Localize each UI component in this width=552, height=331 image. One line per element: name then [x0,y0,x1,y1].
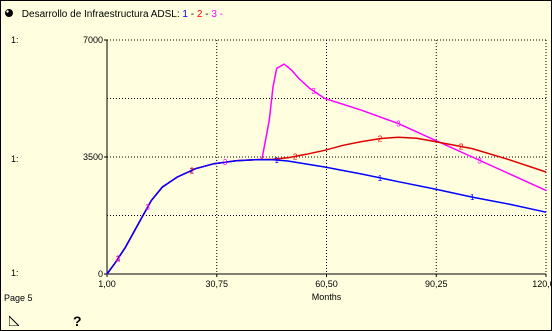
page-label: Page 5 [4,293,33,303]
y-tick-label: 0 [98,269,103,279]
title-series-1: 1 [182,9,188,20]
series-2-marker: 2 [378,135,383,144]
title-prefix: Desarrollo de Infraestructura ADSL: [21,9,180,20]
x-tick-label: 120,00 [532,279,551,289]
series-3-marker: 3 [311,87,316,96]
x-tick-label: 30,75 [205,279,228,289]
x-axis-label: Months [312,292,342,302]
series-2-marker: 2 [190,166,195,175]
series-3-marker: 3 [223,158,228,167]
page-turn-icon[interactable] [9,316,19,326]
series-1-marker: 1 [116,254,121,263]
x-tick-label: 1,00 [98,279,116,289]
title-series-3: 3 [211,9,217,20]
help-button[interactable]: ? [73,313,82,329]
x-tick-label: 90,25 [425,279,448,289]
series-2-marker: 2 [293,152,298,161]
series-1-marker: 1 [470,193,475,202]
series-3-marker: 3 [477,156,482,165]
series-1-marker: 1 [190,166,195,175]
line-chart: 0 3500 7000 1,00 30,75 60,50 90,25 120,00 Months… [83,35,551,302]
chart-title: Desarrollo de Infraestructura ADSL: 1 - … [4,8,223,22]
y-tick-label: 7000 [83,35,103,45]
scale-label-bottom: 1: [11,268,19,278]
title-separator-2: - [202,9,212,20]
title-trailing: - [216,9,223,20]
series-2-marker: 2 [116,254,121,263]
title-separator-1: - [187,9,197,20]
scale-label-middle: 1: [11,154,19,164]
series-3-marker: 3 [396,120,401,129]
series-1-marker: 1 [274,156,279,165]
pin-icon[interactable] [4,8,14,18]
series-3-marker: 3 [116,254,121,263]
y-tick-label: 3500 [83,152,103,162]
series-2-marker: 2 [459,143,464,152]
scale-label-top: 1: [11,35,19,45]
series-3-marker: 3 [145,203,150,212]
title-series-2: 2 [196,9,203,20]
series-1-line [106,158,547,275]
series-1-marker: 1 [378,174,383,183]
x-tick-label: 60,50 [315,279,338,289]
